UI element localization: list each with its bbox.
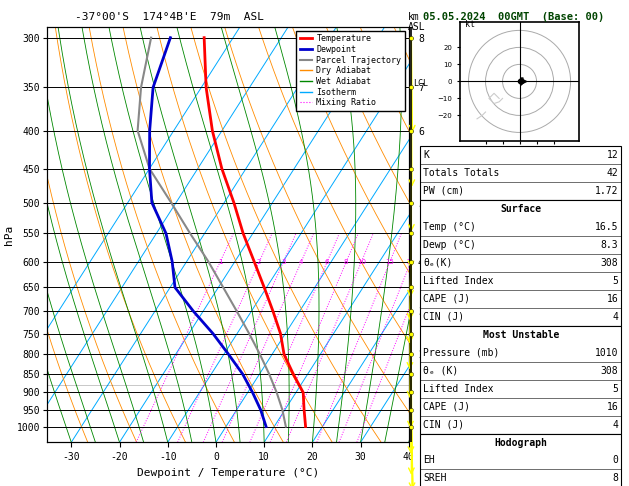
Text: 16: 16 xyxy=(606,294,618,304)
Text: CAPE (J): CAPE (J) xyxy=(423,294,470,304)
Text: 8: 8 xyxy=(344,259,348,264)
Text: LCL: LCL xyxy=(413,79,428,88)
Text: 5: 5 xyxy=(613,383,618,394)
Text: 25: 25 xyxy=(423,259,431,264)
Text: PW (cm): PW (cm) xyxy=(423,186,464,196)
Text: CIN (J): CIN (J) xyxy=(423,419,464,430)
Text: 308: 308 xyxy=(601,365,618,376)
Text: 3: 3 xyxy=(281,259,286,264)
Text: 05.05.2024  00GMT  (Base: 00): 05.05.2024 00GMT (Base: 00) xyxy=(423,12,604,22)
Text: 12: 12 xyxy=(606,150,618,160)
Y-axis label: hPa: hPa xyxy=(4,225,14,244)
Text: SREH: SREH xyxy=(423,473,447,484)
Text: 16.5: 16.5 xyxy=(595,222,618,232)
Text: 2: 2 xyxy=(257,259,262,264)
Text: θₑ (K): θₑ (K) xyxy=(423,365,459,376)
Text: km: km xyxy=(408,12,420,22)
Text: 1010: 1010 xyxy=(595,347,618,358)
Text: -37°00'S  174°4B'E  79m  ASL: -37°00'S 174°4B'E 79m ASL xyxy=(75,12,264,22)
Legend: Temperature, Dewpoint, Parcel Trajectory, Dry Adiabat, Wet Adiabat, Isotherm, Mi: Temperature, Dewpoint, Parcel Trajectory… xyxy=(296,31,404,110)
Text: 5: 5 xyxy=(613,276,618,286)
Text: 4: 4 xyxy=(299,259,303,264)
Text: EH: EH xyxy=(423,455,435,466)
Text: 8.3: 8.3 xyxy=(601,240,618,250)
Text: Surface: Surface xyxy=(500,204,542,214)
Text: Most Unstable: Most Unstable xyxy=(482,330,559,340)
Text: Temp (°C): Temp (°C) xyxy=(423,222,476,232)
Text: Lifted Index: Lifted Index xyxy=(423,276,494,286)
Text: 0: 0 xyxy=(613,455,618,466)
Text: 20: 20 xyxy=(406,259,415,264)
Text: K: K xyxy=(423,150,429,160)
Text: 6: 6 xyxy=(325,259,330,264)
Text: θₑ(K): θₑ(K) xyxy=(423,258,453,268)
Text: 4: 4 xyxy=(613,312,618,322)
Text: CIN (J): CIN (J) xyxy=(423,312,464,322)
Text: 1.72: 1.72 xyxy=(595,186,618,196)
Text: Lifted Index: Lifted Index xyxy=(423,383,494,394)
Text: Pressure (mb): Pressure (mb) xyxy=(423,347,499,358)
Text: 4: 4 xyxy=(613,419,618,430)
Text: ASL: ASL xyxy=(408,22,425,32)
Text: Dewp (°C): Dewp (°C) xyxy=(423,240,476,250)
Text: 42: 42 xyxy=(606,168,618,178)
Text: 10: 10 xyxy=(357,259,366,264)
Text: Hodograph: Hodograph xyxy=(494,437,547,448)
Text: 15: 15 xyxy=(386,259,394,264)
Text: kt: kt xyxy=(465,20,475,29)
X-axis label: Dewpoint / Temperature (°C): Dewpoint / Temperature (°C) xyxy=(137,468,319,478)
Text: 308: 308 xyxy=(601,258,618,268)
Text: CAPE (J): CAPE (J) xyxy=(423,401,470,412)
Text: 1: 1 xyxy=(218,259,223,264)
Text: Totals Totals: Totals Totals xyxy=(423,168,499,178)
Y-axis label: Mixing Ratio (g/kg): Mixing Ratio (g/kg) xyxy=(430,179,439,290)
Text: 16: 16 xyxy=(606,401,618,412)
Text: 8: 8 xyxy=(613,473,618,484)
